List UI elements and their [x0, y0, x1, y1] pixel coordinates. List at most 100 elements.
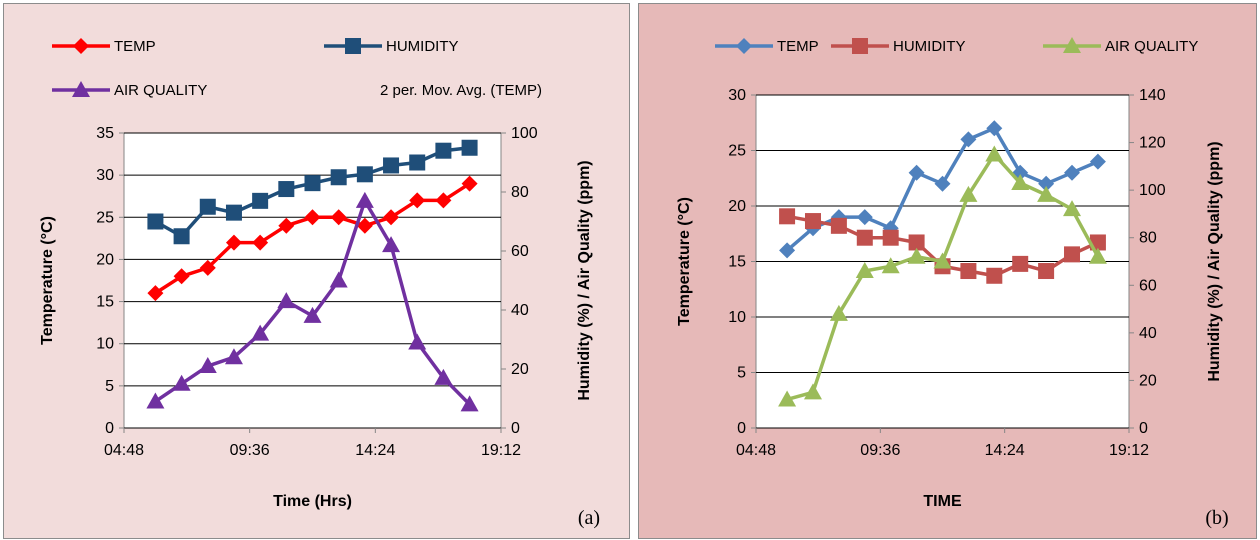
y2-tick-label: 140: [1139, 87, 1166, 104]
data-point: [804, 213, 821, 230]
data-point: [383, 209, 400, 226]
y-tick-label: 20: [96, 251, 114, 268]
data-point: [461, 175, 478, 192]
data-point: [856, 229, 873, 246]
y-tick-label: 15: [728, 254, 746, 271]
legend-item-humidity: HUMIDITY: [831, 38, 966, 55]
data-point: [1012, 255, 1029, 272]
y-tick-label: 20: [728, 198, 746, 215]
data-point: [829, 304, 848, 321]
y2-tick-label: 40: [511, 302, 529, 319]
data-point: [779, 242, 796, 259]
data-point: [146, 392, 165, 409]
data-point: [408, 333, 427, 350]
legend-item-humidity: HUMIDITY: [324, 38, 459, 55]
x-tick-label: 04:48: [104, 442, 144, 459]
legend-marker: [345, 38, 361, 54]
data-point: [461, 139, 478, 156]
series-temp: [147, 175, 478, 302]
series-air-quality: [146, 191, 479, 412]
data-point: [252, 234, 269, 251]
chart-svg-a: 0 5 10 15 20 25 30 35 0 20 40 60 80 100 04:48 09:36 14:2…: [39, 38, 600, 529]
y-tick-label: 25: [728, 143, 746, 160]
data-point: [199, 259, 216, 276]
data-point: [382, 236, 401, 253]
data-point: [881, 257, 900, 274]
legend-item-temp: TEMP: [715, 38, 819, 55]
y2-tick-label: 0: [511, 420, 520, 437]
legend-marker: [1063, 37, 1081, 53]
y-tick-label: 15: [96, 294, 114, 311]
data-point: [147, 213, 164, 230]
data-point: [778, 390, 797, 407]
y-tick-label: 10: [728, 309, 746, 326]
legend-label: HUMIDITY: [893, 38, 966, 55]
x-tick-label: 09:36: [230, 442, 270, 459]
data-point: [779, 208, 796, 225]
data-point: [1038, 263, 1055, 280]
data-point: [304, 209, 321, 226]
data-point: [409, 192, 426, 209]
data-point: [934, 175, 951, 192]
legend-label: TEMP: [114, 38, 156, 55]
y-axis-title: Temperature (°C): [39, 216, 56, 345]
data-point: [1011, 174, 1030, 191]
series-temp: [779, 120, 1106, 259]
y2-tick-label: 120: [1139, 135, 1166, 152]
data-point: [1089, 153, 1106, 170]
data-point: [329, 271, 348, 288]
legend-label: HUMIDITY: [386, 38, 459, 55]
y2-tick-label: 80: [511, 184, 529, 201]
y2-tick-label: 60: [511, 243, 529, 260]
data-point: [224, 348, 243, 365]
y-tick-label: 35: [96, 125, 114, 142]
data-point: [960, 131, 977, 148]
x-tick-label: 14:24: [355, 442, 395, 459]
x-axis-title: Time (Hrs): [273, 493, 352, 510]
legend-label: AIR QUALITY: [1105, 38, 1198, 55]
series-air-quality: [778, 145, 1107, 407]
legend-item-air-quality: AIR QUALITY: [1043, 37, 1198, 55]
legend-marker: [852, 38, 868, 54]
data-point: [986, 120, 1003, 137]
x-tick-label: 14:24: [985, 442, 1025, 459]
data-point: [225, 234, 242, 251]
data-point: [409, 154, 426, 171]
legend-label: TEMP: [777, 38, 819, 55]
data-point: [435, 192, 452, 209]
legend-label: AIR QUALITY: [114, 82, 207, 99]
y-tick-label: 10: [96, 336, 114, 353]
y2-tick-label: 0: [1139, 420, 1148, 437]
chart-panel-b: 0 5 10 15 20 25 30 0 20 40 60 80 100 120 140 04:48 09:36…: [638, 3, 1257, 539]
data-point: [435, 142, 452, 159]
data-point: [172, 374, 191, 391]
data-point: [1064, 246, 1081, 263]
data-point: [830, 217, 847, 234]
x-tick-label: 04:48: [736, 442, 776, 459]
chart-panel-a: 0 5 10 15 20 25 30 35 0 20 40 60 80 100 04:48 09:36 14:2…: [3, 3, 630, 539]
data-point: [278, 181, 295, 198]
legend-item-air-quality: AIR QUALITY: [52, 81, 207, 99]
data-point: [1064, 164, 1081, 181]
data-point: [434, 368, 453, 385]
y2-tick-label: 40: [1139, 325, 1157, 342]
data-point: [147, 285, 164, 302]
data-point: [960, 263, 977, 280]
y-axis-title: Temperature (°C): [676, 197, 693, 326]
data-point: [882, 229, 899, 246]
data-point: [199, 198, 216, 215]
y-tick-label: 30: [728, 87, 746, 104]
data-point: [173, 228, 190, 245]
data-point: [907, 247, 926, 264]
data-point: [278, 217, 295, 234]
data-point: [355, 191, 374, 208]
x-axis-title: TIME: [923, 493, 962, 510]
data-point: [1037, 185, 1056, 202]
data-point: [855, 262, 874, 279]
data-point: [383, 157, 400, 174]
data-point: [856, 209, 873, 226]
data-point: [986, 267, 1003, 284]
data-point: [330, 169, 347, 186]
y2-tick-label: 20: [1139, 372, 1157, 389]
data-point: [277, 292, 296, 309]
